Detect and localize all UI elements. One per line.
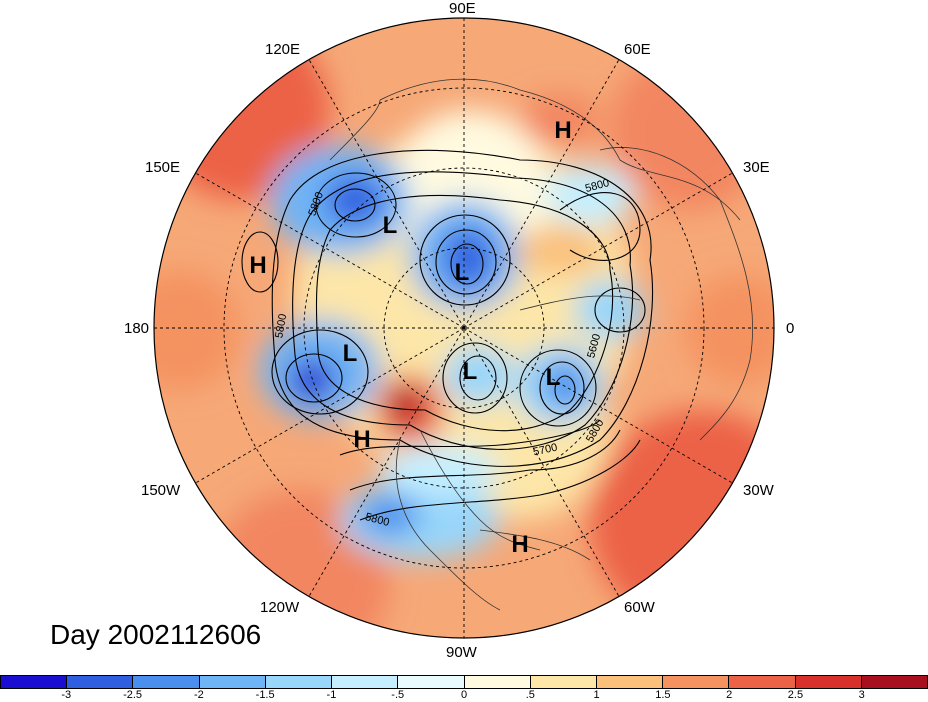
colorbar-tick-label: -2: [193, 689, 204, 701]
colorbar-swatch: [464, 676, 531, 688]
lon-label-120e: 120E: [265, 41, 301, 58]
colorbar-tick-label: -3: [61, 689, 72, 701]
high-center-label: H: [249, 252, 267, 279]
colorbar-swatch: [1, 676, 68, 688]
colorbar-swatch: [530, 676, 597, 688]
colorbar-swatch: [398, 676, 465, 688]
colorbar-tick-label: 2: [726, 689, 733, 701]
colorbar-tick-label: -1: [326, 689, 337, 701]
colorbar-swatch: [729, 676, 796, 688]
colorbar-swatch: [265, 676, 333, 688]
map-title: Day 2002112606: [50, 619, 262, 650]
colorbar-swatch: [332, 676, 399, 688]
low-center-label: L: [454, 259, 470, 286]
colorbar-swatch: [861, 676, 928, 688]
colorbar-tick-label: -2.5: [123, 689, 143, 701]
lon-label-120w: 120W: [260, 599, 300, 616]
colorbar-tick-label: 0: [460, 689, 468, 701]
colorbar-tick-label: .5: [525, 689, 535, 701]
high-center-label: H: [554, 117, 572, 144]
lon-label-30e: 30E: [743, 159, 770, 176]
colorbar-swatch: [663, 676, 730, 688]
colorbar-swatch: [795, 676, 862, 688]
low-center-label: L: [545, 364, 561, 391]
colorbar-swatch: [133, 676, 200, 688]
colorbar-tick-label: 2.5: [787, 689, 804, 701]
colorbar-swatch: [199, 676, 266, 688]
lon-label-180: 180: [124, 320, 150, 337]
colorbar-tick-label: 1.5: [655, 689, 671, 701]
lon-label-60e: 60E: [624, 41, 651, 58]
colorbar-swatch: [67, 676, 134, 688]
colorbar-tick-label: -1.5: [255, 689, 275, 701]
colorbar-ticks: -3 -2.5 -2 -1.5 -1 -.5 0 .5 1 1.5 2 2.5 3: [0, 689, 928, 702]
colorbar-tick-label: 3: [858, 689, 865, 701]
lon-label-90e: 90E: [449, 0, 476, 17]
anomaly-field: [154, 18, 774, 638]
map-boundary: [153, 17, 775, 639]
colorbar-swatch: [596, 676, 664, 688]
lon-label-150e: 150E: [145, 159, 181, 176]
lon-label-0: 0: [786, 320, 795, 337]
colorbar-tick-label: 1: [593, 689, 600, 701]
graticule: [154, 18, 774, 638]
lon-label-30w: 30W: [743, 482, 774, 499]
low-center-label: L: [342, 340, 358, 367]
lon-label-60w: 60W: [624, 599, 655, 616]
height-contours: [241, 149, 654, 521]
low-center-label: L: [462, 358, 478, 385]
lon-label-90w: 90W: [446, 644, 477, 661]
colorbar: [0, 675, 928, 689]
lon-label-150w: 150W: [141, 482, 181, 499]
low-center-label: L: [382, 212, 398, 239]
high-center-label: H: [353, 426, 371, 453]
high-center-label: H: [511, 531, 529, 558]
colorbar-tick-label: -.5: [391, 689, 405, 701]
